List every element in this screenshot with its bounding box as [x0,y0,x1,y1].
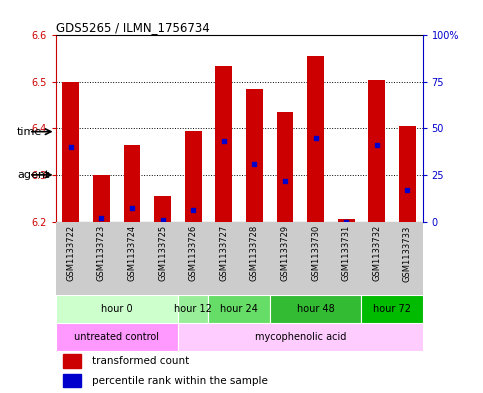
Text: mycophenolic acid: mycophenolic acid [255,332,346,342]
Bar [185,131,201,222]
Text: GSM1133730: GSM1133730 [311,225,320,281]
Text: hour 48: hour 48 [297,304,334,314]
Bar [209,295,270,323]
Text: GSM1133732: GSM1133732 [372,225,381,281]
Bar [338,219,355,222]
Text: hour 0: hour 0 [101,304,132,314]
Text: agent: agent [17,170,49,180]
Bar [270,295,361,323]
Bar [63,354,81,368]
Text: GSM1133731: GSM1133731 [341,225,351,281]
Text: GSM1133726: GSM1133726 [189,225,198,281]
Text: GSM1133725: GSM1133725 [158,225,167,281]
Bar [178,323,423,351]
Text: untreated control: untreated control [74,332,159,342]
Bar [361,295,423,323]
Text: hour 12: hour 12 [174,304,212,314]
Text: GSM1133723: GSM1133723 [97,225,106,281]
Text: time: time [17,127,42,137]
Bar [307,56,324,222]
Bar [399,126,416,222]
Bar [56,295,178,323]
Bar [63,374,81,387]
Bar [246,89,263,222]
Bar [62,82,79,222]
Text: percentile rank within the sample: percentile rank within the sample [92,376,268,386]
Text: GSM1133728: GSM1133728 [250,225,259,281]
Bar [93,175,110,222]
Text: GSM1133733: GSM1133733 [403,225,412,281]
Bar [178,295,209,323]
Bar [154,196,171,222]
Bar [56,323,178,351]
Text: hour 24: hour 24 [220,304,258,314]
Text: GSM1133727: GSM1133727 [219,225,228,281]
Bar [369,79,385,222]
Bar [124,145,141,222]
Text: GSM1133722: GSM1133722 [66,225,75,281]
Text: GDS5265 / ILMN_1756734: GDS5265 / ILMN_1756734 [56,21,209,34]
Text: GSM1133729: GSM1133729 [281,225,289,281]
Text: transformed count: transformed count [92,356,189,366]
Bar [215,66,232,222]
Text: GSM1133724: GSM1133724 [128,225,137,281]
Text: hour 72: hour 72 [373,304,411,314]
Bar [277,112,293,222]
